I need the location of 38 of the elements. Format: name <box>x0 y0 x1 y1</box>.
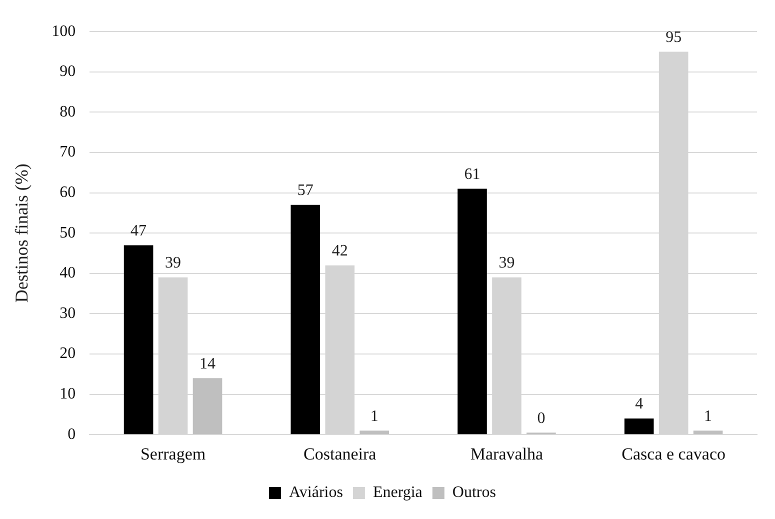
x-tick-label: Serragem <box>140 444 206 464</box>
data-label: 0 <box>537 410 546 427</box>
x-tick-label: Maravalha <box>470 444 544 464</box>
y-tick-label: 40 <box>60 264 76 282</box>
bar <box>458 188 487 434</box>
y-tick-label: 70 <box>60 144 76 161</box>
y-tick-label: 30 <box>60 304 76 322</box>
bar <box>124 245 154 434</box>
data-label: 1 <box>370 408 378 425</box>
data-label: 61 <box>464 166 480 183</box>
data-label: 14 <box>200 355 216 372</box>
bar <box>290 204 320 434</box>
y-axis-title: Destinos finais (%) <box>12 164 32 303</box>
legend-label: Energia <box>372 484 422 502</box>
data-label: 39 <box>165 254 182 272</box>
y-tick-label: 50 <box>60 224 76 242</box>
data-label: 4 <box>635 396 644 413</box>
bar <box>624 418 654 434</box>
y-tick-label: 100 <box>52 22 76 40</box>
y-tick-label: 20 <box>60 345 76 362</box>
x-tick-label: Costaneira <box>304 444 377 464</box>
data-label: 42 <box>332 242 348 260</box>
data-label: 39 <box>498 254 515 272</box>
y-tick-label: 90 <box>60 63 76 80</box>
y-tick-label: 80 <box>60 103 76 120</box>
bar <box>192 378 222 434</box>
data-label: 95 <box>666 28 682 46</box>
bar <box>693 430 723 434</box>
y-tick-label: 10 <box>60 386 76 403</box>
data-label: 57 <box>297 182 314 200</box>
data-label: 47 <box>130 222 147 240</box>
legend-label: Outros <box>452 484 496 502</box>
y-tick-label: 60 <box>60 184 76 202</box>
data-label: 1 <box>704 408 712 425</box>
legend-label: Aviários <box>289 484 343 502</box>
y-tick-label: 0 <box>68 426 76 443</box>
x-tick-label: Casca e cavaco <box>622 444 726 464</box>
bar <box>360 430 390 434</box>
